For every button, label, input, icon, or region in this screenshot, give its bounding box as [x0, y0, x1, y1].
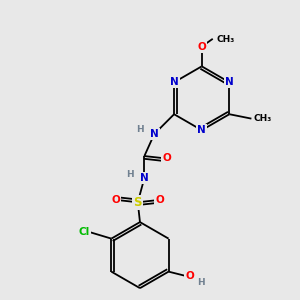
Text: O: O — [155, 195, 164, 205]
Text: CH₃: CH₃ — [216, 35, 234, 44]
Text: H: H — [197, 278, 205, 287]
Text: N: N — [170, 77, 178, 87]
Text: O: O — [162, 153, 171, 163]
Text: N: N — [150, 129, 159, 139]
Text: O: O — [197, 41, 206, 52]
Text: N: N — [197, 125, 206, 135]
Text: H: H — [126, 170, 134, 179]
Text: S: S — [134, 196, 142, 209]
Text: N: N — [140, 173, 149, 183]
Text: H: H — [136, 125, 143, 134]
Text: N: N — [225, 77, 234, 87]
Text: Cl: Cl — [78, 227, 89, 237]
Text: O: O — [111, 195, 120, 205]
Text: CH₃: CH₃ — [254, 114, 272, 123]
Text: O: O — [185, 271, 194, 281]
